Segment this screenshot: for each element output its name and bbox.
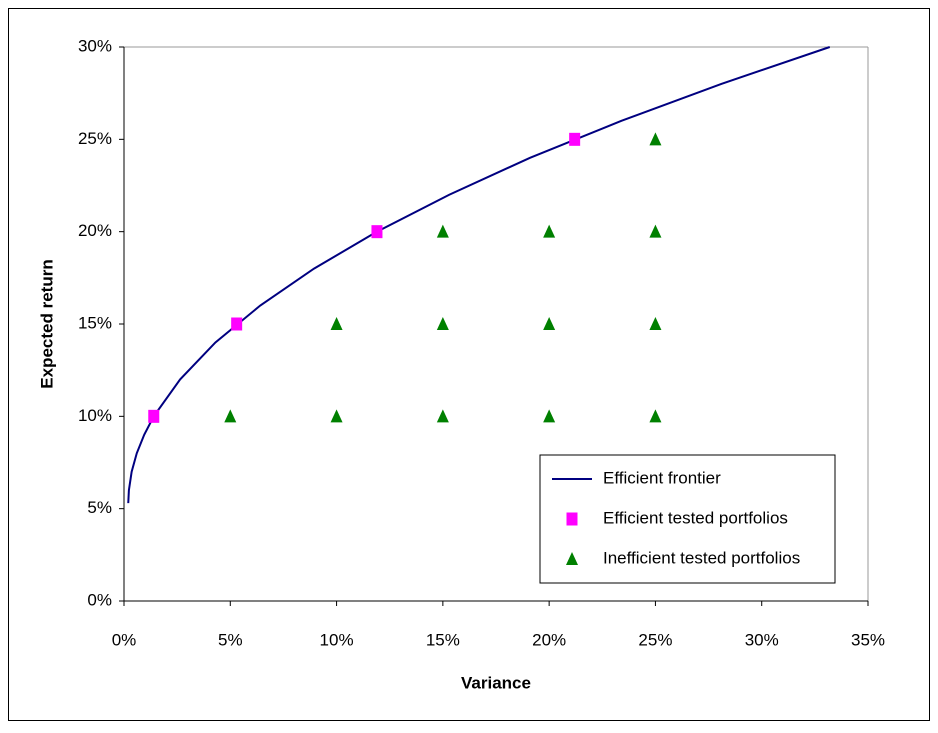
y-axis-title: Expected return xyxy=(37,259,56,388)
triangle-point xyxy=(649,317,662,330)
triangle-point xyxy=(330,317,343,330)
triangle-point xyxy=(436,409,449,423)
y-tick-label: 10% xyxy=(78,406,112,425)
y-tick-label: 25% xyxy=(78,129,112,148)
legend-label: Efficient tested portfolios xyxy=(603,508,788,527)
y-tick-label: 0% xyxy=(87,590,112,609)
x-tick-label: 0% xyxy=(112,630,137,649)
triangle-point xyxy=(543,409,556,423)
triangle-point xyxy=(436,317,449,330)
legend-box xyxy=(539,454,836,584)
x-tick-label: 35% xyxy=(851,630,885,649)
x-tick-label: 10% xyxy=(320,630,354,649)
legend-label: Efficient frontier xyxy=(603,468,721,487)
y-tick-label: 5% xyxy=(87,498,112,517)
x-tick-label: 20% xyxy=(532,630,566,649)
x-tick-label: 30% xyxy=(745,630,779,649)
triangle-point xyxy=(224,409,237,423)
x-tick-label: 15% xyxy=(426,630,460,649)
triangle-point xyxy=(543,317,556,330)
x-tick-label: 5% xyxy=(218,630,243,649)
square-point xyxy=(371,225,383,239)
chart-border xyxy=(8,8,930,721)
square-point xyxy=(569,132,581,146)
x-axis-title: Variance xyxy=(461,673,531,692)
y-tick-label: 15% xyxy=(78,313,112,332)
legend-swatch xyxy=(566,512,578,526)
legend-label: Inefficient tested portfolios xyxy=(603,548,800,567)
y-tick-label: 20% xyxy=(78,221,112,240)
x-tick-label: 25% xyxy=(638,630,672,649)
y-tick-label: 30% xyxy=(78,36,112,55)
triangle-point xyxy=(330,409,343,423)
square-point xyxy=(148,409,160,423)
triangle-point xyxy=(543,224,556,238)
legend-swatch xyxy=(566,552,578,565)
triangle-point xyxy=(436,224,449,238)
triangle-point xyxy=(649,132,662,146)
triangle-point xyxy=(649,409,662,423)
triangle-point xyxy=(649,224,662,238)
square-point xyxy=(231,317,243,331)
